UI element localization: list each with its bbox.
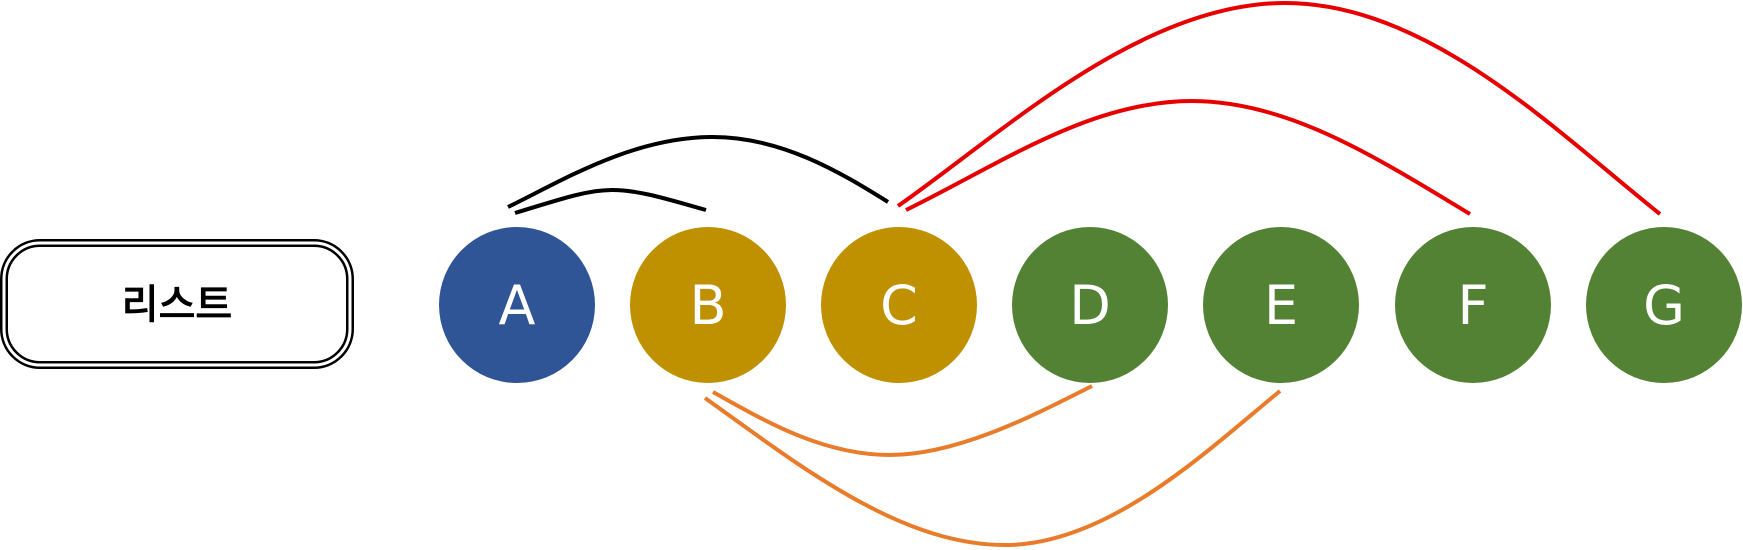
node-c-circle [821, 227, 977, 383]
node-d-label: D [1069, 274, 1111, 337]
node-a-label: A [499, 274, 536, 337]
node-c-label: C [880, 274, 918, 337]
node-g: G [1586, 227, 1742, 383]
edge-b-d [712, 384, 1093, 458]
node-e-circle [1203, 227, 1359, 383]
list-label-text: 리스트 [122, 282, 232, 328]
node-d-circle [1012, 227, 1168, 383]
node-b-label: B [689, 274, 726, 337]
edge-b-e [703, 389, 1282, 548]
node-e: E [1203, 227, 1359, 383]
list-label-box: 리스트 [0, 239, 354, 369]
node-g-circle [1586, 227, 1742, 383]
node-c: C [821, 227, 977, 383]
node-b-circle [630, 227, 786, 383]
node-a: A [439, 227, 595, 383]
node-f-circle [1395, 227, 1551, 383]
node-d: D [1012, 227, 1168, 383]
node-e-label: E [1264, 274, 1298, 337]
edge-c-g [896, 0, 1662, 216]
node-g-label: G [1643, 274, 1685, 337]
node-group: A B C D E F G [439, 227, 1742, 383]
edge-a-b [514, 187, 707, 215]
edge-a-c [507, 134, 890, 209]
node-f: F [1395, 227, 1551, 383]
node-f-label: F [1457, 274, 1488, 337]
node-b: B [630, 227, 786, 383]
node-a-circle [439, 227, 595, 383]
edge-group [507, 0, 1662, 548]
edge-c-f [905, 98, 1472, 216]
